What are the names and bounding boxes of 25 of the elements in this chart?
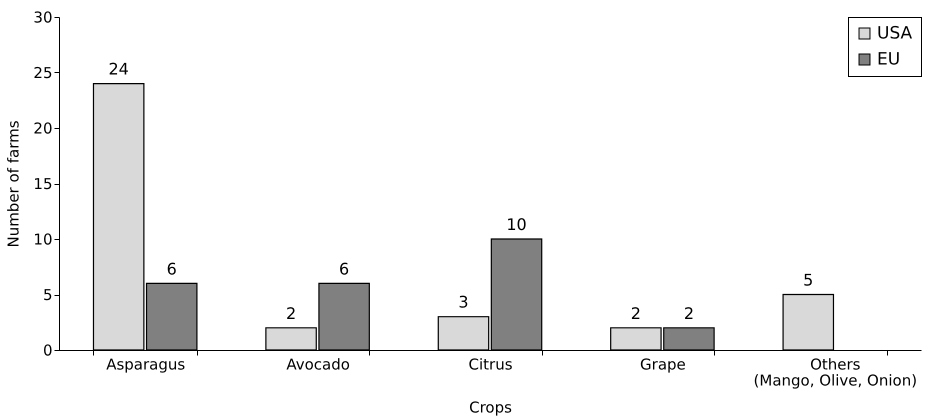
y-tick-label: 20 [33,120,52,138]
y-tick-label: 30 [33,8,52,26]
y-tick-label: 0 [42,342,52,360]
x-tick-label: Avocado [286,356,350,374]
x-axis-title: Crops [469,398,512,416]
data-label: 2 [286,304,296,323]
data-label: 10 [506,215,527,234]
x-tick-label: Grape [640,356,686,374]
x-tick-label: Asparagus [106,356,186,374]
y-tick-label: 10 [33,230,52,248]
data-label: 5 [803,270,814,290]
legend-label: EU [877,50,900,70]
x-tick-label: Others (Mango, Olive, Onion) [754,356,918,390]
y-tick-label: 5 [42,286,52,304]
data-label: 2 [630,304,641,323]
y-tick-label: 25 [33,64,52,82]
data-label: 6 [339,259,350,278]
data-label: 6 [166,259,177,278]
y-axis-title: Number of farms [4,120,22,248]
data-label: 24 [108,60,129,79]
x-tick-label: Citrus [468,356,513,374]
data-label: 3 [458,292,469,312]
legend-label: USA [877,24,913,44]
y-tick-label: 15 [33,175,52,193]
data-label: 2 [684,304,694,323]
